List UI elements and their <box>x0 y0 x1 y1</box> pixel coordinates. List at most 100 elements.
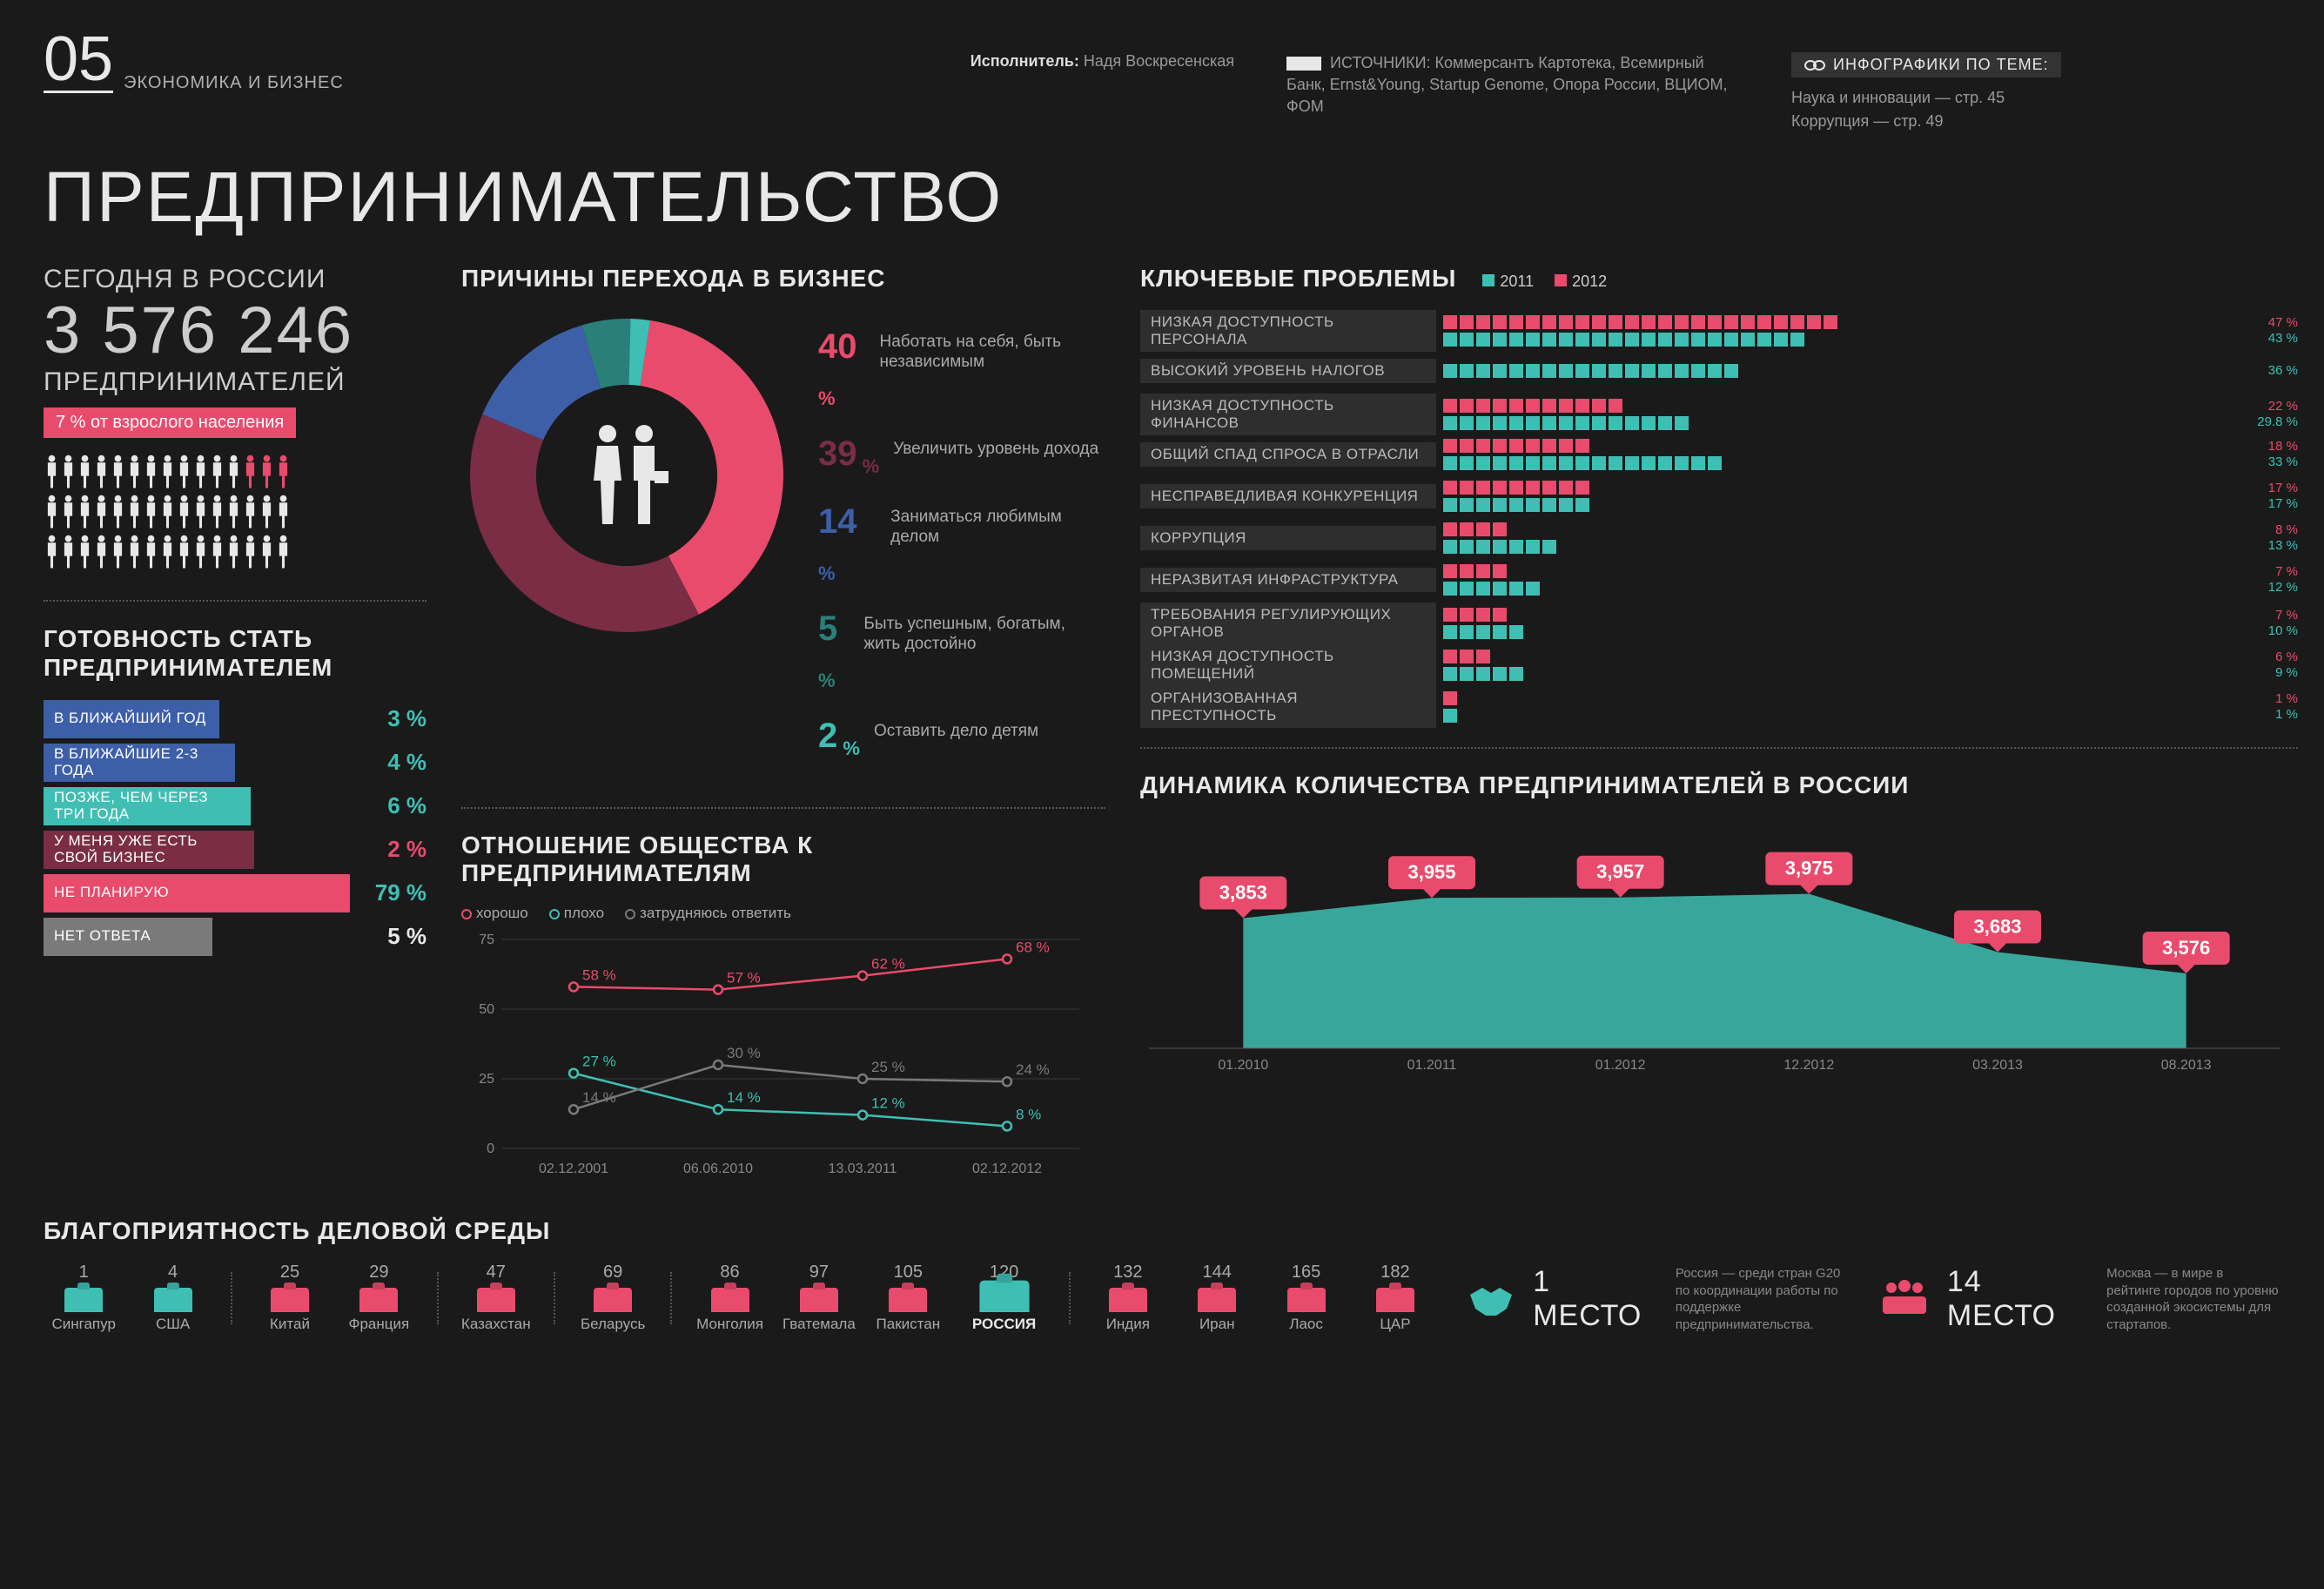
kp-label: ОБЩИЙ СПАД СПРОСА В ОТРАСЛИ <box>1140 442 1436 467</box>
person-icon <box>225 495 242 533</box>
briefcase-icon <box>573 1288 653 1312</box>
person-icon <box>110 535 126 573</box>
svg-text:0: 0 <box>487 1141 494 1156</box>
donut-pct: 39 % <box>818 434 879 478</box>
rank-name: Сингапур <box>44 1316 124 1333</box>
rank-separator <box>554 1272 555 1324</box>
attitude-point <box>1003 954 1011 963</box>
kp-row: ВЫСОКИЙ УРОВЕНЬ НАЛОГОВ 36 % <box>1140 352 2298 390</box>
kp-label: НИЗКАЯ ДОСТУПНОСТЬ ФИНАНСОВ <box>1140 394 1436 435</box>
rank-item: 165 Лаос <box>1266 1262 1346 1333</box>
kp-values: 7 % 10 % <box>2228 608 2298 639</box>
svg-text:01.2012: 01.2012 <box>1595 1058 1646 1073</box>
attitude-point <box>569 1105 578 1114</box>
donut-pct: 14 % <box>818 502 877 585</box>
page-number-block: 05 ЭКОНОМИКА И БИЗНЕС <box>44 35 344 93</box>
kp-bars <box>1443 315 2228 347</box>
svg-text:3,853: 3,853 <box>1219 882 1267 904</box>
person-icon <box>44 495 60 533</box>
person-icon <box>176 495 192 533</box>
person-icon <box>159 495 176 533</box>
readiness-bar: В БЛИЖАЙШИЙ ГОД <box>44 700 219 738</box>
person-icon <box>275 454 292 493</box>
rank-number: 25 <box>250 1262 330 1283</box>
svg-text:25: 25 <box>479 1072 494 1087</box>
rank-number: 86 <box>689 1262 769 1283</box>
related-item: Коррупция — стр. 49 <box>1791 110 2061 133</box>
stat-line1: СЕГОДНЯ В РОССИИ <box>44 265 427 294</box>
svg-text:8 %: 8 % <box>1016 1106 1041 1122</box>
person-icon <box>176 535 192 573</box>
attitude-legend: хорошоплохозатрудняюсь ответить <box>461 905 1105 922</box>
attitude-point <box>858 1074 867 1083</box>
person-icon <box>225 535 242 573</box>
person-icon <box>192 495 209 533</box>
svg-text:3,957: 3,957 <box>1596 861 1644 883</box>
person-icon <box>176 454 192 493</box>
donut-legend-row: 2 % Оставить дело детям <box>818 717 1105 760</box>
svg-text:75: 75 <box>479 933 494 947</box>
rank-name: Лаос <box>1266 1316 1346 1333</box>
donut-svg <box>461 310 792 641</box>
readiness-row: В БЛИЖАЙШИЕ 2-3 ГОДА 4 % <box>44 744 427 782</box>
attitude-point <box>569 982 578 991</box>
kp-label: НЕРАЗВИТАЯ ИНФРАСТРУКТУРА <box>1140 568 1436 592</box>
person-icon <box>93 495 110 533</box>
donut-label: Оставить дело детям <box>874 717 1038 742</box>
kp-row: НИЗКАЯ ДОСТУПНОСТЬ ФИНАНСОВ 22 % 29.8 % <box>1140 394 2298 432</box>
kp-bars <box>1443 650 2228 681</box>
briefcase-icon <box>250 1288 330 1312</box>
dynamics-tag: 3,955 <box>1388 856 1475 898</box>
donut-chart: 40 % Наботать на себя, быть независимым … <box>461 310 1105 784</box>
svg-text:50: 50 <box>479 1002 494 1017</box>
kp-bars <box>1443 691 2228 723</box>
person-icon <box>225 454 242 493</box>
svg-text:3,955: 3,955 <box>1407 861 1455 883</box>
rank-item: 47 Казахстан <box>456 1262 536 1333</box>
rank-name: Франция <box>339 1316 419 1333</box>
rank-item: 132 Индия <box>1088 1262 1168 1333</box>
rank-name: Казахстан <box>456 1316 536 1333</box>
person-icon <box>192 454 209 493</box>
related-block: ИНФОГРАФИКИ ПО ТЕМЕ: Наука и инновации —… <box>1791 52 2061 133</box>
person-icon <box>209 495 225 533</box>
readiness-row: У МЕНЯ УЖЕ ЕСТЬ СВОЙ БИЗНЕС 2 % <box>44 831 427 869</box>
rank-name: Монголия <box>689 1316 769 1333</box>
kp-row: ОБЩИЙ СПАД СПРОСА В ОТРАСЛИ 18 % 33 % <box>1140 435 2298 474</box>
author-block: Исполнитель: Надя Воскресенская <box>971 52 1234 133</box>
rank-item: 97 Гватемала <box>779 1262 859 1333</box>
kp-bars <box>1443 399 2228 430</box>
page-header: 05 ЭКОНОМИКА И БИЗНЕС Исполнитель: Надя … <box>44 35 2280 122</box>
rank-number: 165 <box>1266 1262 1346 1283</box>
rank-info-rank: 14 МЕСТО <box>1947 1265 2092 1333</box>
rank-number: 182 <box>1355 1262 1435 1283</box>
attitude-point <box>714 1105 722 1114</box>
kp-row: НИЗКАЯ ДОСТУПНОСТЬ ПОМЕЩЕНИЙ 6 % 9 % <box>1140 644 2298 683</box>
attitude-point <box>569 1069 578 1078</box>
person-icon <box>126 535 143 573</box>
svg-text:08.2013: 08.2013 <box>2161 1058 2212 1073</box>
dynamics-tag: 3,576 <box>2143 932 2230 973</box>
rank-name: Иран <box>1177 1316 1257 1333</box>
briefcase-icon <box>44 1288 124 1312</box>
person-icon <box>259 535 275 573</box>
readiness-bar: НЕТ ОТВЕТА <box>44 918 212 956</box>
person-icon <box>143 454 159 493</box>
person-icon <box>159 454 176 493</box>
kp-row: НИЗКАЯ ДОСТУПНОСТЬ ПЕРСОНАЛА 47 % 43 % <box>1140 310 2298 348</box>
kp-label: НИЗКАЯ ДОСТУПНОСТЬ ПОМЕЩЕНИЙ <box>1140 644 1436 686</box>
dynamics-tag: 3,975 <box>1765 852 1852 894</box>
readiness-bar: ПОЗЖЕ, ЧЕМ ЧЕРЕЗ ТРИ ГОДА <box>44 787 251 825</box>
main-title: ПРЕДПРИНИМАТЕЛЬСТВО <box>44 157 2280 239</box>
person-icon <box>110 454 126 493</box>
rank-name: США <box>132 1316 212 1333</box>
person-icon <box>60 495 77 533</box>
kp-label: ОРГАНИЗОВАННАЯ ПРЕСТУПНОСТЬ <box>1140 686 1436 728</box>
rank-number: 1 <box>44 1262 124 1283</box>
attitude-point <box>714 986 722 994</box>
dynamics-title: ДИНАМИКА КОЛИЧЕСТВА ПРЕДПРИНИМАТЕЛЕЙ В Р… <box>1140 771 2298 799</box>
svg-text:3,975: 3,975 <box>1785 858 1833 879</box>
readiness-chart: В БЛИЖАЙШИЙ ГОД 3 % В БЛИЖАЙШИЕ 2-3 ГОДА… <box>44 700 427 956</box>
donut-pct: 2 % <box>818 717 860 760</box>
person-icon <box>60 535 77 573</box>
